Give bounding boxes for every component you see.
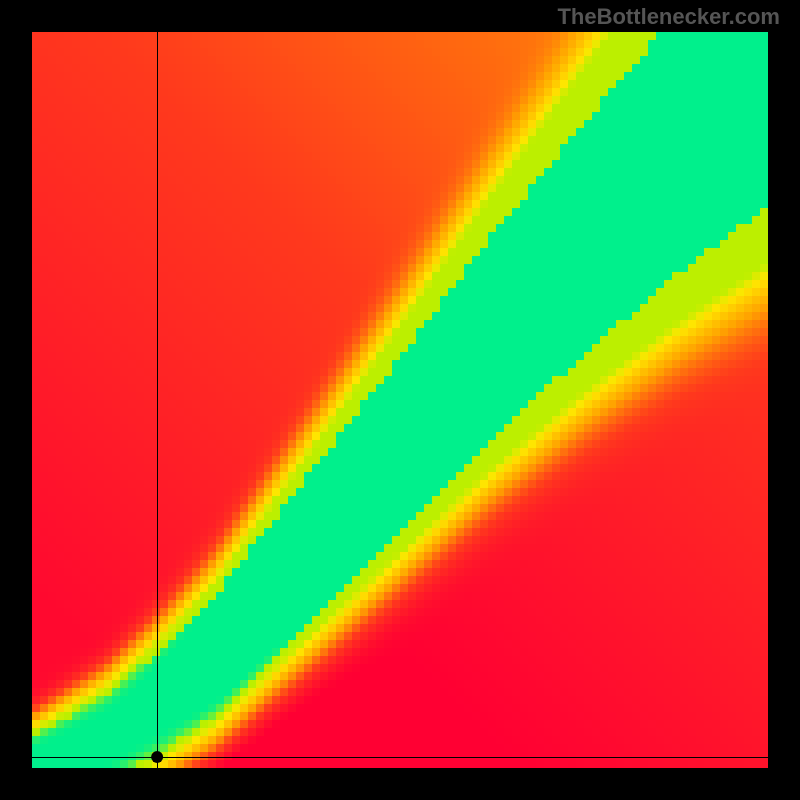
attribution-text: TheBottlenecker.com	[557, 4, 780, 30]
chart-container: TheBottlenecker.com	[0, 0, 800, 800]
heatmap-canvas	[0, 0, 800, 800]
